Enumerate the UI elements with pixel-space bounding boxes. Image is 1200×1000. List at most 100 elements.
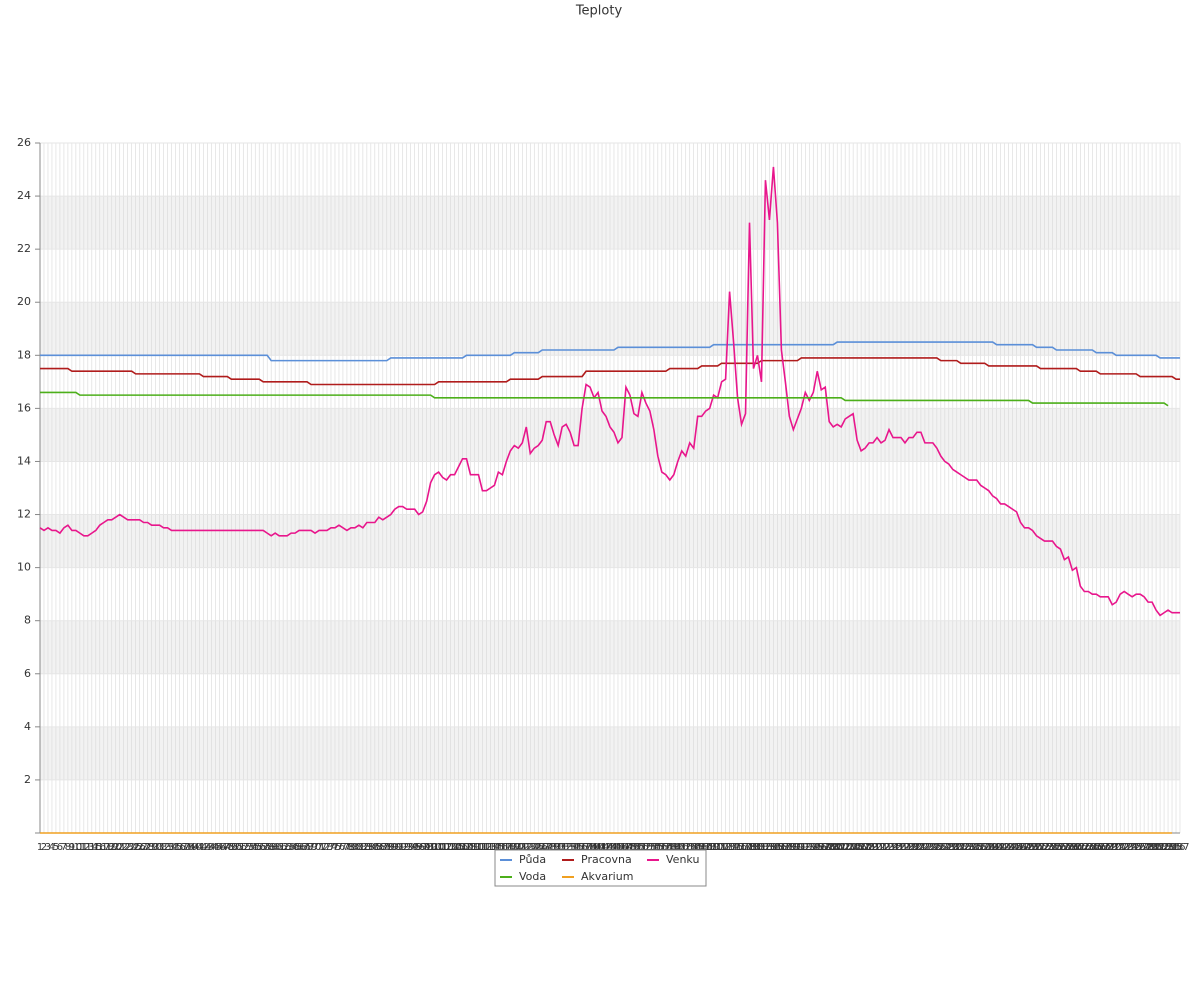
x-tick-label: 38 — [181, 842, 194, 853]
x-tick-label: 101 — [429, 842, 448, 853]
x-tick-label: 99 — [424, 842, 437, 853]
x-tick-label: 107 — [453, 842, 472, 853]
x-tick-label: 256 — [1047, 842, 1066, 853]
x-tick-label: 91 — [392, 842, 405, 853]
x-tick-label: 270 — [1103, 842, 1122, 853]
x-tick-label: 28 — [141, 842, 154, 853]
x-tick-label: 133 — [557, 842, 576, 853]
x-tick-label: 76 — [333, 842, 346, 853]
x-tick-label: 35 — [169, 842, 182, 853]
x-tick-label: 209 — [860, 842, 879, 853]
x-tick-label: 151 — [628, 842, 647, 853]
x-tick-label: 252 — [1031, 842, 1050, 853]
x-tick-label: 258 — [1055, 842, 1074, 853]
x-tick-label: 220 — [903, 842, 922, 853]
x-tick-label: 128 — [537, 842, 556, 853]
x-tick-label: 267 — [1091, 842, 1110, 853]
x-tick-label: 57 — [257, 842, 270, 853]
x-tick-label: 53 — [241, 842, 254, 853]
x-tick-label: 75 — [329, 842, 342, 853]
x-tick-label: 62 — [277, 842, 290, 853]
x-tick-label: 58 — [261, 842, 274, 853]
x-tick-label: 177 — [732, 842, 751, 853]
x-tick-label: 224 — [919, 842, 938, 853]
x-tick-label: 206 — [848, 842, 867, 853]
x-tick-label: 79 — [345, 842, 358, 853]
x-tick-label: 241 — [987, 842, 1006, 853]
x-tick-label: 30 — [149, 842, 162, 853]
x-tick-label: 211 — [868, 842, 887, 853]
x-tick-label: 93 — [400, 842, 413, 853]
x-tick-label: 186 — [768, 842, 787, 853]
x-tick-label: 236 — [967, 842, 986, 853]
x-tick-label: 155 — [644, 842, 663, 853]
y-tick-label: 4 — [24, 720, 31, 733]
x-tick-label: 161 — [668, 842, 687, 853]
x-tick-label: 239 — [979, 842, 998, 853]
x-tick-label: 33 — [161, 842, 174, 853]
y-tick-label: 18 — [17, 348, 31, 361]
x-tick-label: 12 — [77, 842, 90, 853]
x-tick-label: 114 — [481, 842, 500, 853]
x-tick-label: 80 — [349, 842, 362, 853]
x-tick-label: 85 — [368, 842, 381, 853]
x-tick-label: 218 — [895, 842, 914, 853]
x-tick-label: 168 — [696, 842, 715, 853]
x-tick-label: 146 — [608, 842, 627, 853]
x-tick-label: 157 — [652, 842, 671, 853]
x-tick-label: 282 — [1151, 842, 1170, 853]
x-tick-label: 269 — [1099, 842, 1118, 853]
x-tick-label: 183 — [756, 842, 775, 853]
x-tick-label: 90 — [388, 842, 401, 853]
x-tick-label: 130 — [545, 842, 564, 853]
x-tick-label: 137 — [573, 842, 592, 853]
x-tick-label: 180 — [744, 842, 763, 853]
x-tick-label: 127 — [533, 842, 552, 853]
x-tick-label: 178 — [736, 842, 755, 853]
x-tick-label: 188 — [776, 842, 795, 853]
x-tick-label: 243 — [995, 842, 1014, 853]
x-tick-label: 134 — [561, 842, 580, 853]
x-tick-label: 268 — [1095, 842, 1114, 853]
x-tick-label: 6 — [57, 842, 63, 853]
x-tick-label: 247 — [1011, 842, 1030, 853]
x-tick-label: 13 — [81, 842, 94, 853]
x-tick-label: 95 — [408, 842, 421, 853]
x-tick-label: 112 — [473, 842, 492, 853]
x-tick-label: 184 — [760, 842, 779, 853]
y-tick-label: 14 — [17, 454, 31, 467]
x-tick-label: 116 — [489, 842, 508, 853]
x-tick-label: 16 — [93, 842, 106, 853]
x-tick-label: 67 — [297, 842, 310, 853]
x-tick-label: 203 — [836, 842, 855, 853]
x-tick-label: 126 — [529, 842, 548, 853]
x-tick-label: 5 — [53, 842, 59, 853]
x-tick-label: 229 — [939, 842, 958, 853]
x-tick-label: 87 — [376, 842, 389, 853]
x-tick-label: 111 — [469, 842, 488, 853]
x-tick-label: 22 — [117, 842, 130, 853]
y-tick-label: 16 — [17, 401, 31, 414]
x-tick-label: 113 — [477, 842, 496, 853]
x-tick-label: 98 — [420, 842, 433, 853]
x-tick-label: 182 — [752, 842, 771, 853]
x-tick-label: 255 — [1043, 842, 1062, 853]
x-tick-label: 39 — [185, 842, 198, 853]
x-tick-label: 245 — [1003, 842, 1022, 853]
x-tick-label: 170 — [704, 842, 723, 853]
x-tick-label: 287 — [1170, 842, 1189, 853]
x-tick-label: 198 — [816, 842, 835, 853]
x-tick-label: 74 — [325, 842, 338, 853]
x-tick-label: 89 — [384, 842, 397, 853]
x-tick-label: 51 — [233, 842, 246, 853]
series-line — [40, 391, 1169, 407]
x-tick-label: 286 — [1166, 842, 1185, 853]
x-tick-label: 69 — [305, 842, 318, 853]
x-tick-label: 82 — [356, 842, 369, 853]
x-tick-label: 174 — [720, 842, 739, 853]
x-tick-label: 164 — [680, 842, 699, 853]
x-tick-label: 140 — [585, 842, 604, 853]
x-tick-label: 109 — [461, 842, 480, 853]
x-tick-label: 132 — [553, 842, 572, 853]
x-tick-label: 264 — [1079, 842, 1098, 853]
